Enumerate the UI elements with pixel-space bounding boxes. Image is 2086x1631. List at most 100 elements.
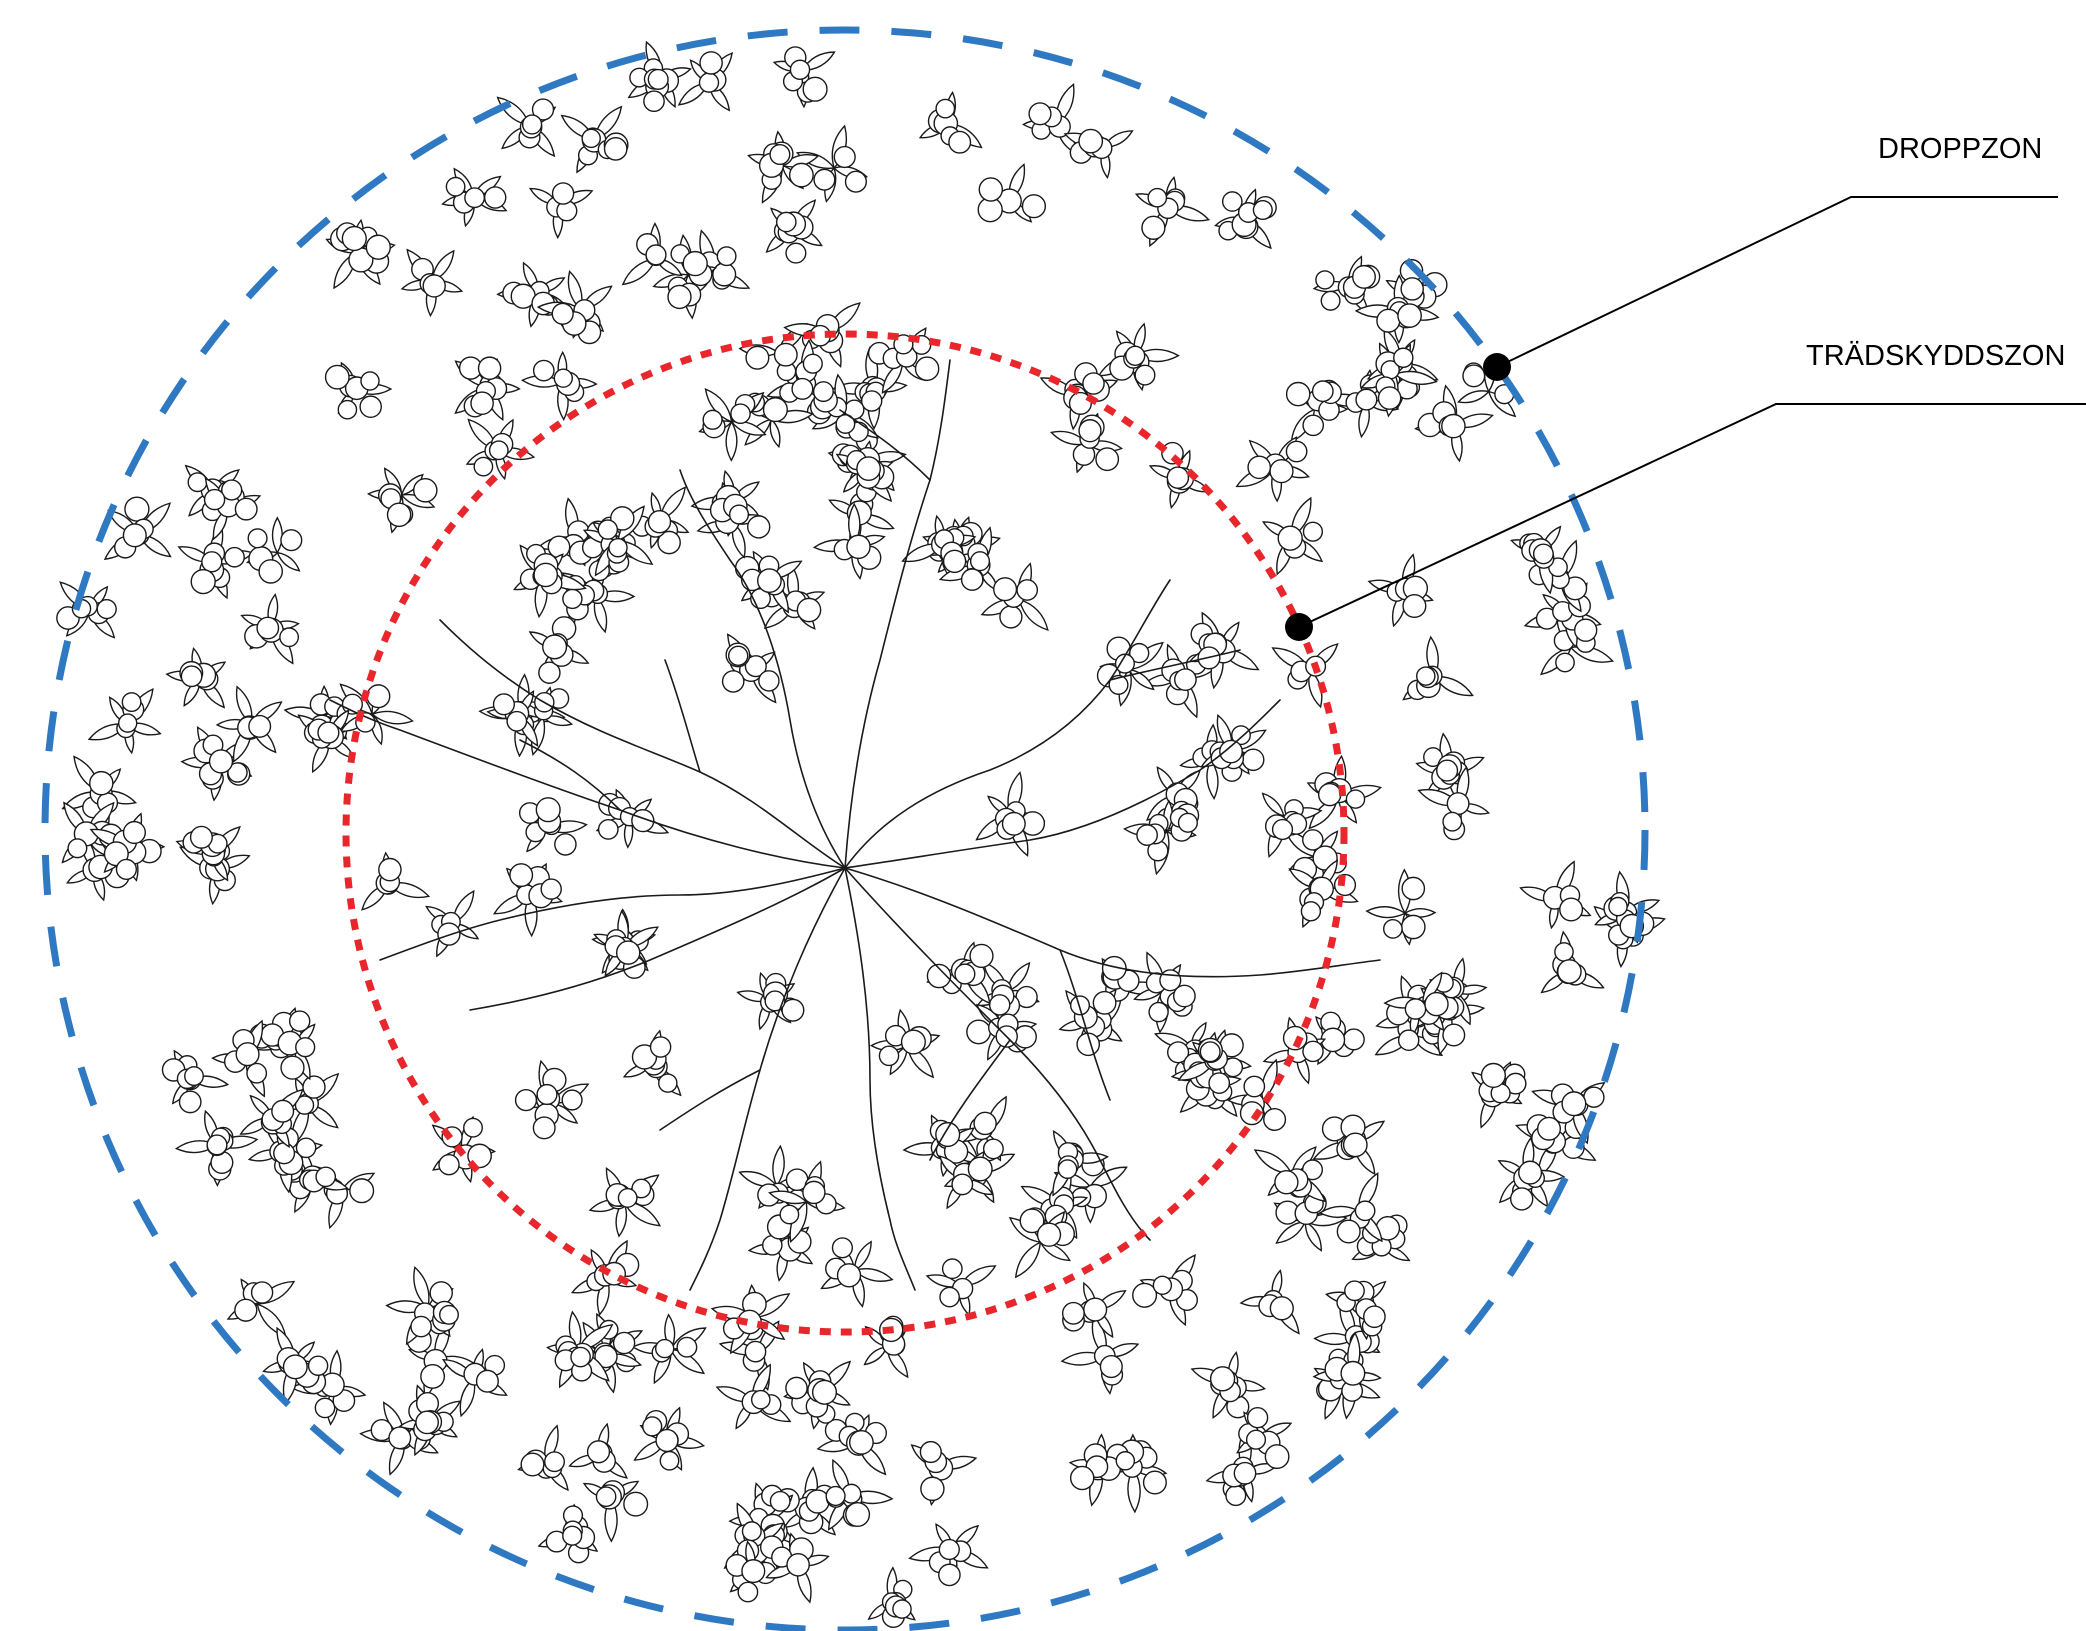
berry-cluster-circle	[682, 250, 708, 277]
berry-cluster-circle	[121, 692, 142, 713]
berry-cluster-circle	[608, 537, 628, 558]
berry-cluster-circle	[1416, 666, 1436, 686]
berry-cluster-circle	[224, 546, 245, 568]
berry-cluster-circle	[643, 90, 665, 113]
berry-cluster-circle	[1397, 303, 1422, 328]
leaf-shape	[1177, 1060, 1216, 1081]
berry-cluster-circle	[1057, 1159, 1078, 1179]
berry-cluster-circle	[785, 242, 807, 264]
leaf-shape	[235, 685, 253, 726]
berry-cluster-circle	[581, 128, 601, 149]
berry-cluster-circle	[789, 59, 811, 81]
berry-cluster-circle	[570, 1346, 591, 1368]
berry-cluster-circle	[208, 749, 234, 774]
tree-branches	[329, 359, 1381, 1291]
berry-cluster-circle	[1061, 1301, 1085, 1325]
leaf-shape	[567, 270, 583, 311]
berry-cluster-circle	[811, 1379, 838, 1405]
berry-cluster-circle	[1016, 579, 1039, 601]
berry-cluster-circle	[595, 1486, 617, 1508]
berry-cluster-circle	[773, 342, 798, 367]
berry-cluster-circle	[1021, 194, 1047, 219]
leaf-shape	[925, 1274, 962, 1288]
berry-cluster-circle	[1108, 674, 1129, 695]
leaf-shape	[1304, 1220, 1322, 1252]
leaf-shape	[853, 1268, 894, 1282]
berry-cluster-circle	[189, 825, 213, 849]
berry-cluster-circle	[1504, 1072, 1527, 1095]
berry-cluster-circle	[470, 391, 494, 416]
berry-cluster-circle	[730, 403, 751, 425]
berry-cluster-circle	[802, 353, 823, 374]
berry-cluster-circle	[758, 670, 780, 692]
berry-cluster-circle	[1441, 413, 1466, 439]
leaf-shape	[659, 486, 687, 522]
berry-cluster-circle	[833, 145, 856, 169]
berry-cluster-circle	[1574, 618, 1598, 642]
berry-cluster-circle	[96, 598, 117, 620]
berry-cluster-circle	[206, 1134, 228, 1156]
leaf-shape	[276, 551, 301, 572]
berry-cluster-circle	[190, 568, 216, 595]
berry-cluster-circle	[422, 274, 446, 298]
berry-cluster-circle	[658, 1073, 678, 1093]
berry-cluster-circle	[1563, 576, 1588, 601]
berry-cluster-circle	[1277, 525, 1303, 551]
berry-cluster-circle	[520, 1452, 545, 1477]
berry-cluster-circle	[1078, 419, 1102, 443]
berry-cluster-circle	[1340, 1360, 1366, 1386]
berry-cluster-circle	[597, 819, 619, 840]
berry-cluster-circle	[561, 1089, 583, 1111]
berry-cluster-circle	[477, 356, 502, 380]
berry-cluster-circle	[1402, 593, 1427, 619]
dripline-leader-line	[1496, 196, 2058, 368]
berry-cluster-circle	[203, 488, 226, 511]
berry-cluster-circle	[775, 211, 797, 233]
berry-cluster-circle	[234, 497, 258, 521]
berry-cluster-circle	[429, 1281, 453, 1305]
berry-cluster-circle	[1518, 1160, 1543, 1185]
berry-cluster-circle	[762, 397, 788, 423]
berry-cluster-circle	[280, 1055, 305, 1080]
berry-cluster-circle	[1028, 102, 1052, 126]
berry-cluster-circle	[741, 1559, 766, 1584]
berry-cluster-circle	[1221, 191, 1243, 212]
berry-cluster-circle	[187, 472, 208, 493]
berry-cluster-circle	[178, 1090, 202, 1114]
berry-cluster-circle	[124, 496, 150, 522]
leaf-shape	[1006, 961, 1031, 993]
berry-cluster-circle	[1315, 270, 1335, 290]
leaf-shape	[731, 521, 746, 559]
berry-cluster-circle	[532, 359, 555, 382]
berry-cluster-circle	[1536, 1116, 1562, 1141]
berry-cluster-circle	[1400, 914, 1426, 940]
berry-cluster-circle	[509, 863, 534, 888]
berry-cluster-circle	[521, 114, 543, 135]
berry-cluster-circle	[900, 1029, 926, 1055]
berry-cluster-circle	[1199, 1041, 1221, 1063]
berry-cluster-circle	[562, 588, 583, 610]
leaf-shape	[1290, 1146, 1317, 1175]
leaf-shape	[615, 1199, 628, 1238]
berry-cluster-circle	[122, 820, 146, 845]
berry-cluster-circle	[247, 528, 268, 549]
berry-cluster-circle	[235, 1042, 260, 1067]
berry-cluster-circle	[288, 1010, 311, 1032]
berry-cluster-circle	[438, 1153, 460, 1176]
leaf-shape	[431, 249, 455, 283]
berry-cluster-circle	[845, 1502, 871, 1527]
berry-cluster-circle	[1376, 308, 1401, 333]
berry-cluster-circle	[294, 1095, 315, 1115]
berry-cluster-circle	[492, 693, 515, 716]
berry-cluster-circle	[802, 1180, 826, 1205]
berry-cluster-circle	[542, 634, 568, 660]
berry-cluster-circle	[948, 130, 972, 154]
berry-cluster-circle	[892, 1599, 912, 1619]
berry-cluster-circle	[122, 523, 147, 548]
leaf-shape	[212, 507, 228, 541]
berry-cluster-circle	[1320, 290, 1341, 311]
berry-cluster-circle	[938, 1538, 960, 1561]
leaf-shape	[1014, 1241, 1042, 1279]
berry-cluster-circle	[1302, 829, 1324, 851]
